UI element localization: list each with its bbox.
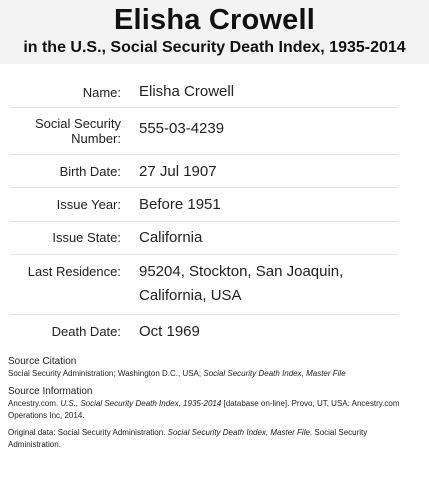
death-date-row: Death Date: Oct 1969 <box>10 315 398 347</box>
collection-subtitle: in the U.S., Social Security Death Index… <box>23 39 406 56</box>
issue-year-value: Before 1951 <box>139 196 221 213</box>
name-value: Elisha Crowell <box>139 83 235 100</box>
death-date-value: Oct 1969 <box>139 323 200 340</box>
ssn-label: Social Security Number: <box>35 116 121 146</box>
info-text-italic: U.S., Social Security Death Index, 1935-… <box>60 399 222 408</box>
info-text-plain: Ancestry.com. <box>8 399 59 408</box>
last-residence-row: Last Residence: 95204, Stockton, San Joa… <box>10 255 398 315</box>
name-row: Name: Elisha Crowell <box>10 74 398 108</box>
person-name-title: Elisha Crowell <box>113 4 316 36</box>
ssn-value: 555-03-4239 <box>139 120 225 137</box>
original-data-text: Original data: Social Security Administr… <box>8 427 421 451</box>
birth-date-value: 27 Jul 1907 <box>139 163 217 180</box>
original-text-italic: Social Security Death Index, Master File <box>167 428 310 437</box>
citation-text-plain: Social Security Administration; Washingt… <box>8 369 202 378</box>
issue-state-value: California <box>139 229 203 246</box>
info-text-rest: [database on-line]. Provo, UT, USA: Ance… <box>8 399 400 420</box>
death-date-label: Death Date: <box>51 324 121 339</box>
source-information-text: Ancestry.com. U.S., Social Security Deat… <box>8 398 421 422</box>
issue-state-label: Issue State: <box>52 230 121 245</box>
issue-year-label: Issue Year: <box>56 197 121 212</box>
source-citation-text: Social Security Administration; Washingt… <box>8 368 421 380</box>
birth-date-row: Birth Date: 27 Jul 1907 <box>10 155 398 188</box>
issue-year-row: Issue Year: Before 1951 <box>10 188 398 222</box>
original-text-rest: . Social Security Administration. <box>8 428 368 449</box>
citation-text-italic: Social Security Death Index, Master File <box>203 369 346 378</box>
record-header: Elisha Crowell in the U.S., Social Secur… <box>0 0 429 64</box>
source-information-heading: Source Information <box>8 386 93 397</box>
last-residence-label: Last Residence: <box>27 264 121 279</box>
record-table: Name: Elisha Crowell Social Security Num… <box>0 74 429 347</box>
last-residence-value: 95204, Stockton, San Joaquin, California… <box>139 263 344 304</box>
issue-state-row: Issue State: California <box>10 222 398 255</box>
ssn-row: Social Security Number: 555-03-4239 <box>10 108 398 155</box>
source-citation-heading: Source Citation <box>8 356 77 367</box>
source-section: Source Citation Social Security Administ… <box>8 355 421 451</box>
birth-date-label: Birth Date: <box>59 164 121 179</box>
name-label: Name: <box>82 85 121 100</box>
original-text-plain: Original data: Social Security Administr… <box>8 428 166 437</box>
